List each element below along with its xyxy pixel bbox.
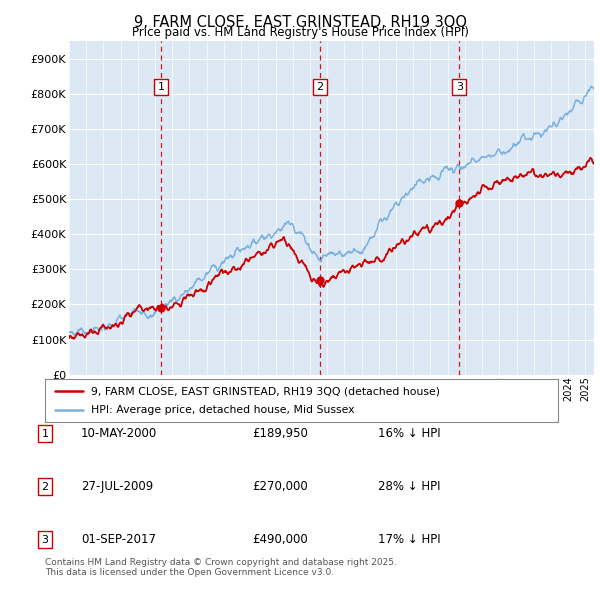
Text: Price paid vs. HM Land Registry's House Price Index (HPI): Price paid vs. HM Land Registry's House … (131, 26, 469, 39)
Text: £189,950: £189,950 (252, 427, 308, 440)
Text: 01-SEP-2017: 01-SEP-2017 (81, 533, 156, 546)
Text: 9, FARM CLOSE, EAST GRINSTEAD, RH19 3QQ: 9, FARM CLOSE, EAST GRINSTEAD, RH19 3QQ (133, 15, 467, 30)
Text: 16% ↓ HPI: 16% ↓ HPI (378, 427, 440, 440)
Text: £270,000: £270,000 (252, 480, 308, 493)
Text: 28% ↓ HPI: 28% ↓ HPI (378, 480, 440, 493)
Text: 27-JUL-2009: 27-JUL-2009 (81, 480, 153, 493)
Text: HPI: Average price, detached house, Mid Sussex: HPI: Average price, detached house, Mid … (91, 405, 355, 415)
Text: 2: 2 (316, 82, 323, 92)
Text: 9, FARM CLOSE, EAST GRINSTEAD, RH19 3QQ (detached house): 9, FARM CLOSE, EAST GRINSTEAD, RH19 3QQ … (91, 386, 440, 396)
Text: 1: 1 (41, 429, 49, 438)
Text: 2: 2 (41, 482, 49, 491)
Text: 17% ↓ HPI: 17% ↓ HPI (378, 533, 440, 546)
Text: Contains HM Land Registry data © Crown copyright and database right 2025.
This d: Contains HM Land Registry data © Crown c… (45, 558, 397, 577)
Text: 1: 1 (158, 82, 165, 92)
Text: 10-MAY-2000: 10-MAY-2000 (81, 427, 157, 440)
Text: £490,000: £490,000 (252, 533, 308, 546)
Text: 3: 3 (456, 82, 463, 92)
Text: 3: 3 (41, 535, 49, 545)
